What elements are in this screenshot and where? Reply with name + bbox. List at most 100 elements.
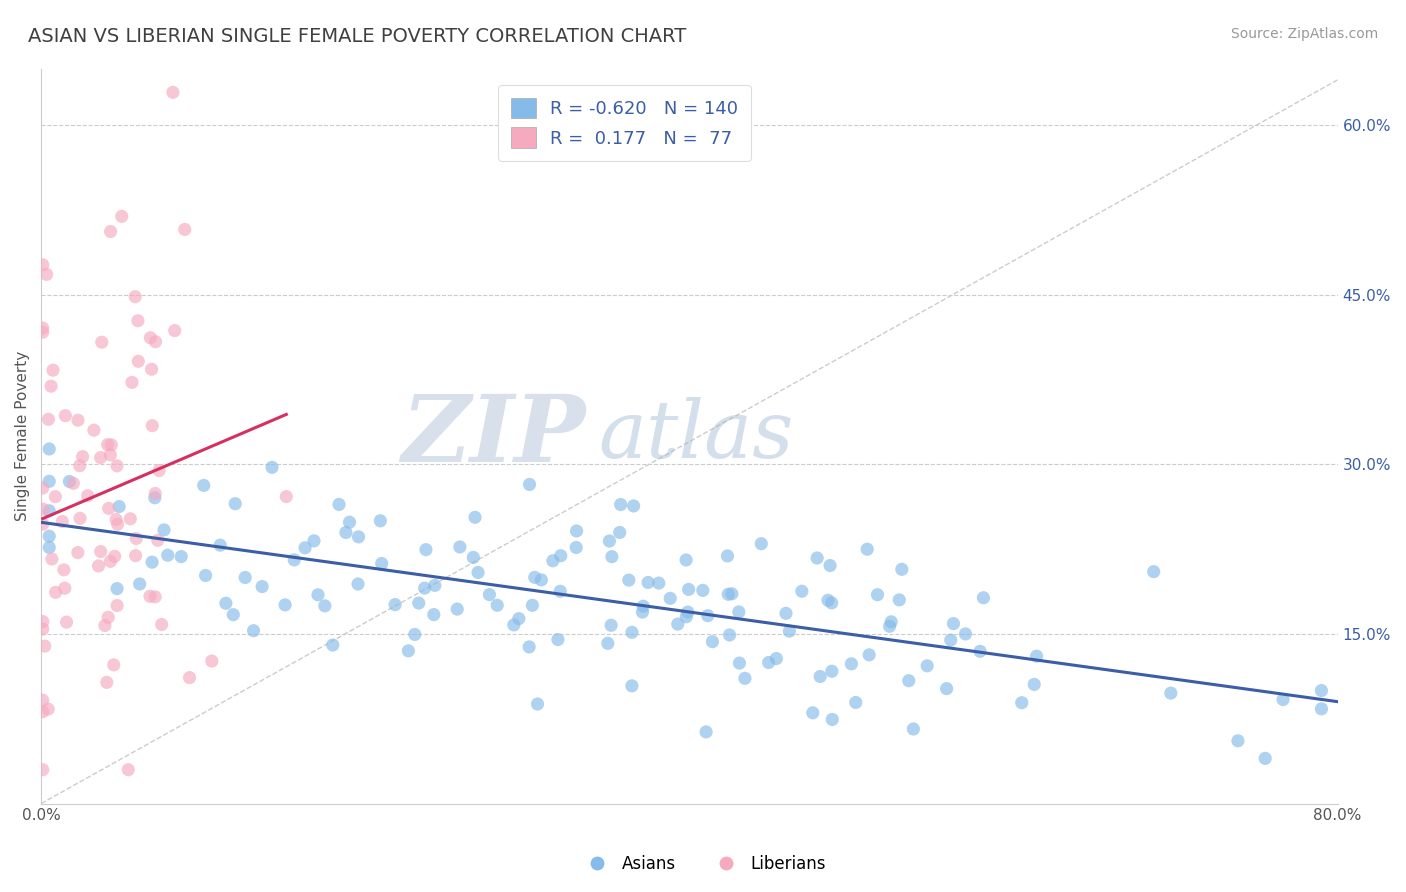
Point <box>163 324 186 338</box>
Point <box>51 515 73 529</box>
Point <box>617 573 640 587</box>
Point <box>45 585 67 599</box>
Point <box>463 550 485 565</box>
Point <box>127 314 149 328</box>
Point <box>1272 692 1295 706</box>
Point <box>124 290 146 304</box>
Point <box>53 581 76 595</box>
Point <box>143 486 166 500</box>
Point <box>821 713 844 727</box>
Point <box>648 576 671 591</box>
Point <box>806 551 828 566</box>
Point <box>517 640 540 654</box>
Point <box>695 725 717 739</box>
Point <box>623 499 645 513</box>
Point <box>117 763 139 777</box>
Point <box>808 669 831 683</box>
Point <box>150 617 173 632</box>
Point <box>274 598 297 612</box>
Point <box>1310 702 1333 716</box>
Point <box>609 498 631 512</box>
Point <box>31 693 53 707</box>
Point <box>749 537 772 551</box>
Point <box>565 541 588 555</box>
Point <box>215 596 238 610</box>
Point <box>404 627 426 641</box>
Legend: R = -0.620   N = 140, R =  0.177   N =  77: R = -0.620 N = 140, R = 0.177 N = 77 <box>498 85 751 161</box>
Point <box>550 549 572 563</box>
Point <box>222 607 245 622</box>
Point <box>1254 751 1277 765</box>
Point <box>38 529 60 543</box>
Point <box>314 599 336 613</box>
Point <box>903 722 925 736</box>
Point <box>370 557 392 571</box>
Point <box>41 552 63 566</box>
Point <box>565 524 588 538</box>
Point <box>52 563 75 577</box>
Point <box>775 607 797 621</box>
Y-axis label: Single Female Poverty: Single Female Poverty <box>15 351 30 521</box>
Point <box>637 575 659 590</box>
Point <box>105 458 128 473</box>
Point <box>659 591 682 606</box>
Point <box>633 599 655 614</box>
Point <box>146 533 169 548</box>
Point <box>37 412 59 426</box>
Legend: Asians, Liberians: Asians, Liberians <box>574 848 832 880</box>
Point <box>890 562 912 576</box>
Point <box>969 644 991 658</box>
Point <box>193 478 215 492</box>
Point <box>143 491 166 505</box>
Point <box>856 542 879 557</box>
Point <box>38 541 60 555</box>
Point <box>124 549 146 563</box>
Point <box>139 590 162 604</box>
Point <box>897 673 920 688</box>
Point <box>111 210 134 224</box>
Point <box>283 553 305 567</box>
Point <box>678 582 700 597</box>
Point <box>548 584 571 599</box>
Point <box>972 591 994 605</box>
Point <box>90 450 112 465</box>
Point <box>38 442 60 456</box>
Point <box>889 593 911 607</box>
Point <box>69 511 91 525</box>
Point <box>478 588 501 602</box>
Point <box>66 545 89 559</box>
Point <box>125 532 148 546</box>
Point <box>734 671 756 685</box>
Point <box>44 490 66 504</box>
Point <box>108 500 131 514</box>
Point <box>90 544 112 558</box>
Point <box>413 581 436 595</box>
Point <box>179 671 201 685</box>
Point <box>35 268 58 282</box>
Point <box>42 363 65 377</box>
Point <box>821 665 844 679</box>
Point <box>153 523 176 537</box>
Point <box>31 622 53 636</box>
Point <box>260 460 283 475</box>
Point <box>1011 696 1033 710</box>
Point <box>31 517 53 532</box>
Point <box>105 582 128 596</box>
Point <box>692 583 714 598</box>
Point <box>935 681 957 696</box>
Point <box>790 584 813 599</box>
Point <box>446 602 468 616</box>
Point <box>384 598 406 612</box>
Point <box>69 458 91 473</box>
Point <box>547 632 569 647</box>
Point <box>31 615 53 629</box>
Point <box>55 615 77 629</box>
Point <box>96 675 118 690</box>
Point <box>339 515 361 529</box>
Point <box>58 475 80 489</box>
Point <box>347 530 370 544</box>
Point <box>38 475 60 489</box>
Point <box>97 610 120 624</box>
Point <box>97 501 120 516</box>
Point <box>817 593 839 607</box>
